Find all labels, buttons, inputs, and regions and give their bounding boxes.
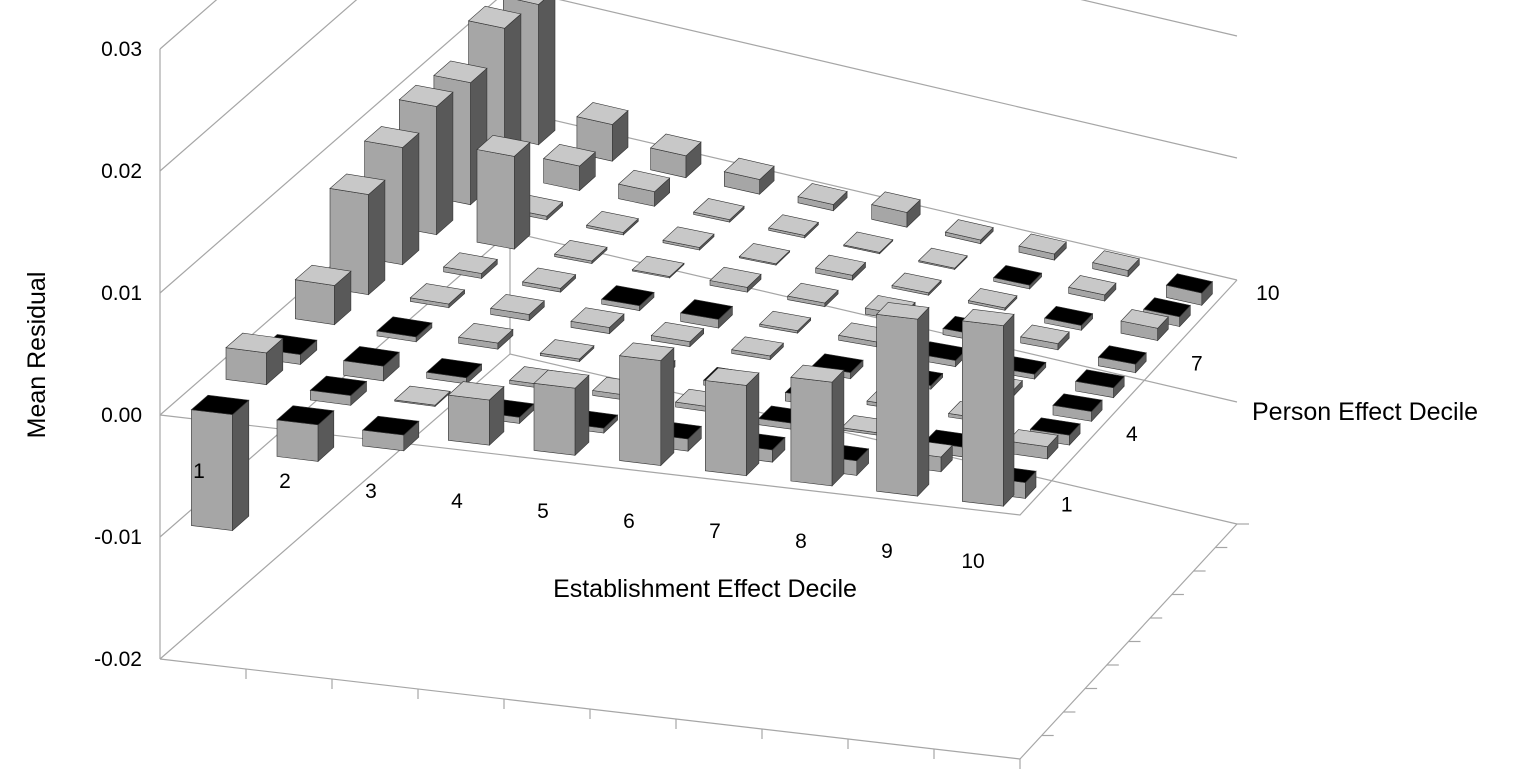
gridline-3: [159, 0, 1238, 294]
bar-p8-e7: [891, 272, 942, 296]
bar-p5-e1: [329, 173, 386, 296]
bar-p1-e1: [190, 394, 250, 532]
x-tick-label-7: 8: [795, 530, 807, 553]
bar-p8-e9: [1044, 305, 1094, 332]
y-tick-label-3: 1: [1061, 493, 1073, 516]
z-tick-label-5: -0.02: [94, 648, 142, 671]
bar-p7-e10: [1097, 345, 1147, 374]
y-tick-label-0: 10: [1256, 282, 1279, 305]
bar-p1-e2: [276, 405, 335, 463]
bar-p8-e8: [967, 288, 1018, 312]
bar-p5-e2: [409, 283, 466, 309]
x-tick-label-2: 3: [365, 480, 377, 503]
bar-p1-e3: [362, 415, 420, 452]
bar-p6-e4: [601, 285, 655, 312]
bar-p6-e3: [521, 267, 577, 293]
bar-p8-e5: [738, 243, 791, 266]
x-tick-label-1: 2: [279, 470, 291, 493]
bar-p5-e4: [570, 307, 625, 335]
z-axis-title: Mean Residual: [23, 272, 51, 439]
bar-p2-e1: [225, 332, 284, 386]
bar-p1-e4: [447, 381, 505, 446]
z-tick-label-4: -0.01: [94, 526, 142, 549]
y-axis-title: Person Effect Decile: [1252, 398, 1478, 426]
gridline-5: [159, 0, 218, 50]
bar-p9-e5: [768, 214, 820, 239]
bar-p9-e2: [542, 143, 596, 192]
bar-p7-e9: [1020, 324, 1070, 351]
z-tick-label-3: 0.00: [101, 404, 142, 427]
bar-p5-e5: [650, 321, 705, 348]
bar-p7-e5: [709, 266, 762, 293]
bar-p5-e10: [1052, 393, 1103, 423]
bar-p1-e6: [618, 342, 675, 467]
bar-p4-e2: [376, 316, 433, 343]
bar-p3-e2: [343, 346, 400, 382]
bar-p9-e9: [1068, 275, 1117, 302]
x-tick-label-8: 9: [881, 540, 893, 563]
bar-p4-e4: [539, 339, 595, 363]
bar-p6-e2: [442, 252, 498, 280]
bar-p2-e2: [309, 375, 368, 406]
bar-p4-e3: [458, 322, 514, 350]
x-tick-label-6: 7: [709, 520, 721, 543]
bar-p9-e6: [843, 231, 894, 255]
x-tick-label-9: 10: [961, 550, 984, 573]
bar-p2-e3: [394, 385, 451, 408]
bar-p1-e5: [533, 369, 590, 456]
bar-p1-e7: [704, 367, 760, 477]
bar-p8-e3: [585, 210, 639, 236]
x-axis-title: Establishment Effect Decile: [553, 575, 857, 603]
x-tick-label-0: 1: [193, 460, 205, 483]
bar-p10-e5: [797, 183, 848, 212]
bar-p6-e10: [1075, 369, 1125, 399]
bar-p10-e7: [944, 219, 994, 245]
zero-plane-outline: [159, 279, 1238, 516]
x-tick-label-4: 5: [537, 500, 549, 523]
bar-p3-e10: [1006, 429, 1059, 460]
bar-p10-e8: [1018, 233, 1067, 261]
bar-p1-e9: [875, 302, 930, 497]
bar-marks: [190, 0, 1213, 532]
gridline-4: [159, 0, 1238, 172]
bar-p1-e8: [790, 364, 845, 487]
bar-p6-e5: [680, 299, 734, 329]
x-tick-label-5: 6: [623, 510, 635, 533]
bar-p9-e3: [617, 169, 671, 207]
bar-p5-e6: [731, 336, 785, 361]
bar-p8-e4: [662, 226, 715, 251]
y-tick-label-2: 4: [1126, 423, 1138, 446]
bar-p6-e6: [759, 310, 812, 334]
bar-p10-e4: [723, 157, 775, 195]
bar-p7-e4: [631, 255, 685, 279]
x-tick-label-3: 4: [451, 490, 463, 513]
bar-p7-e6: [787, 282, 839, 308]
z-tick-label-0: 0.03: [101, 38, 142, 61]
tick-labels: 0.03 0.02 0.01 0.00 -0.01 -0.02 1 2 3 4 5 6 7 8 9 10 10 7…: [94, 38, 1279, 671]
bar-p10-e6: [871, 191, 921, 228]
bar-p10-e3: [649, 133, 702, 179]
bar-p9-e7: [918, 247, 968, 271]
bar-p7-e2: [476, 134, 531, 250]
bar-p9-e8: [993, 265, 1043, 290]
z-tick-label-2: 0.01: [101, 282, 142, 305]
y-tick-label-1: 7: [1191, 352, 1203, 375]
bar-p8-e6: [815, 254, 867, 281]
bar-p7-e3: [553, 239, 608, 265]
bar-p8-e10: [1120, 309, 1169, 342]
bar-p5-e3: [490, 294, 545, 322]
bar-p4-e1: [294, 264, 352, 326]
bar-p9-e4: [692, 198, 745, 223]
bar-p3-e3: [426, 358, 483, 385]
bar-p10-e9: [1092, 250, 1140, 278]
bar-p10-e10: [1165, 273, 1213, 307]
bar-p1-e10: [961, 308, 1015, 507]
z-tick-label-1: 0.02: [101, 160, 142, 183]
